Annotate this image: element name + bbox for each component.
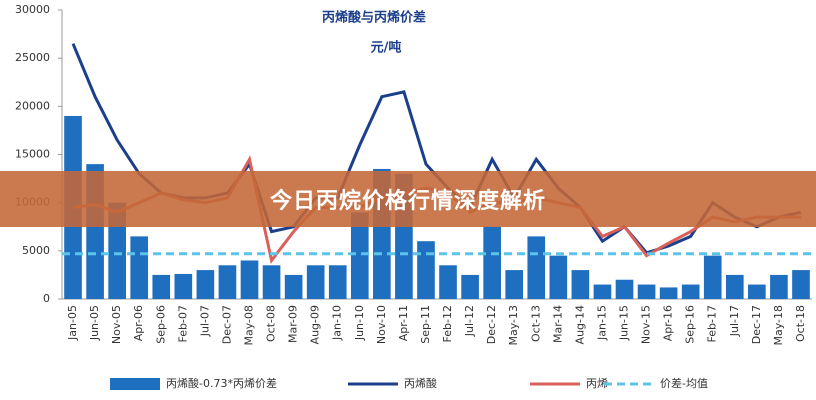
x-tick-label: Jan-10 (331, 305, 344, 341)
bar (659, 287, 678, 299)
x-tick-label: Jun-10 (353, 305, 366, 341)
x-tick-label: Nov-05 (110, 305, 123, 344)
bar (703, 255, 722, 299)
x-tick-label: Feb-17 (706, 305, 719, 342)
bar (527, 236, 546, 299)
bar (262, 265, 281, 299)
bar (174, 273, 193, 299)
x-tick-label: Jul-17 (728, 305, 741, 337)
bar (792, 270, 810, 299)
x-tick-label: Nov-10 (375, 305, 388, 344)
chart-subtitle: 元/吨 (371, 40, 402, 56)
x-tick-label: Sep-06 (154, 305, 167, 344)
y-tick-label: 15000 (15, 148, 50, 161)
bar (770, 274, 788, 299)
x-tick-label: Jan-05 (66, 305, 79, 341)
chart-title: 丙烯酸与丙烯价差 (322, 10, 426, 26)
x-tick-label: Apr-06 (132, 305, 145, 341)
legend-label: 价差-均值 (660, 376, 708, 390)
x-tick-label: May-08 (243, 305, 256, 346)
bar (505, 270, 524, 299)
x-tick-label: Dec-07 (220, 305, 233, 344)
banner: 今日丙烷价格行情深度解析 (0, 171, 816, 227)
x-tick-label: Apr-16 (662, 305, 675, 341)
x-tick-label: Sep-11 (419, 305, 432, 344)
x-tick-label: Oct-08 (265, 305, 278, 342)
banner-title: 今日丙烷价格行情深度解析 (269, 189, 546, 214)
x-tick-label: Mar-14 (551, 305, 564, 343)
y-tick-label: 20000 (15, 99, 50, 112)
y-tick-label: 25000 (15, 51, 50, 64)
bar (549, 255, 568, 299)
x-tick-label: Oct-18 (794, 305, 807, 342)
bar (615, 279, 634, 299)
bar (483, 226, 501, 299)
x-tick-label: Oct-13 (529, 305, 542, 342)
bar (350, 212, 369, 299)
x-tick-label: Dec-12 (485, 305, 498, 344)
legend-label: 丙烯酸 (404, 376, 437, 390)
legend-label: 丙烯 (586, 377, 608, 390)
x-tick-label: Apr-11 (397, 305, 410, 341)
y-tick-label: 5000 (22, 244, 50, 257)
y-tick-label: 30000 (15, 3, 50, 16)
x-tick-label: Jun-05 (88, 305, 101, 341)
bar (439, 265, 457, 299)
bar (725, 274, 744, 299)
bar (130, 236, 149, 299)
bar (218, 265, 237, 299)
x-tick-label: Dec-17 (750, 305, 763, 344)
bar (240, 260, 259, 299)
legend-swatch (110, 378, 160, 390)
bar (306, 265, 325, 299)
x-tick-label: Feb-07 (176, 305, 189, 342)
x-tick-label: Jan-15 (595, 305, 608, 341)
x-tick-label: Aug-14 (573, 305, 586, 344)
bar (417, 241, 435, 299)
legend-label: 丙烯酸-0.73*丙烯价差 (166, 376, 277, 390)
bar (748, 284, 766, 299)
bar (571, 270, 590, 299)
x-tick-label: Mar-09 (287, 305, 300, 343)
x-tick-label: May-18 (772, 305, 785, 346)
x-tick-label: May-13 (507, 305, 520, 346)
y-tick-label: 0 (43, 292, 50, 305)
bar (637, 284, 656, 299)
x-tick-label: Aug-09 (309, 305, 322, 344)
x-tick-label: Nov-15 (640, 305, 653, 344)
x-tick-label: Jul-12 (463, 305, 476, 337)
bar (593, 284, 612, 299)
bar (328, 265, 347, 299)
x-tick-label: Jun-15 (618, 305, 631, 341)
bar (461, 274, 479, 299)
bar (681, 284, 700, 299)
x-tick-label: Jul-07 (198, 305, 211, 337)
bar (284, 274, 303, 299)
x-tick-label: Sep-16 (684, 305, 697, 344)
bar (152, 274, 171, 299)
x-tick-label: Feb-12 (441, 305, 454, 342)
bar (196, 270, 215, 299)
